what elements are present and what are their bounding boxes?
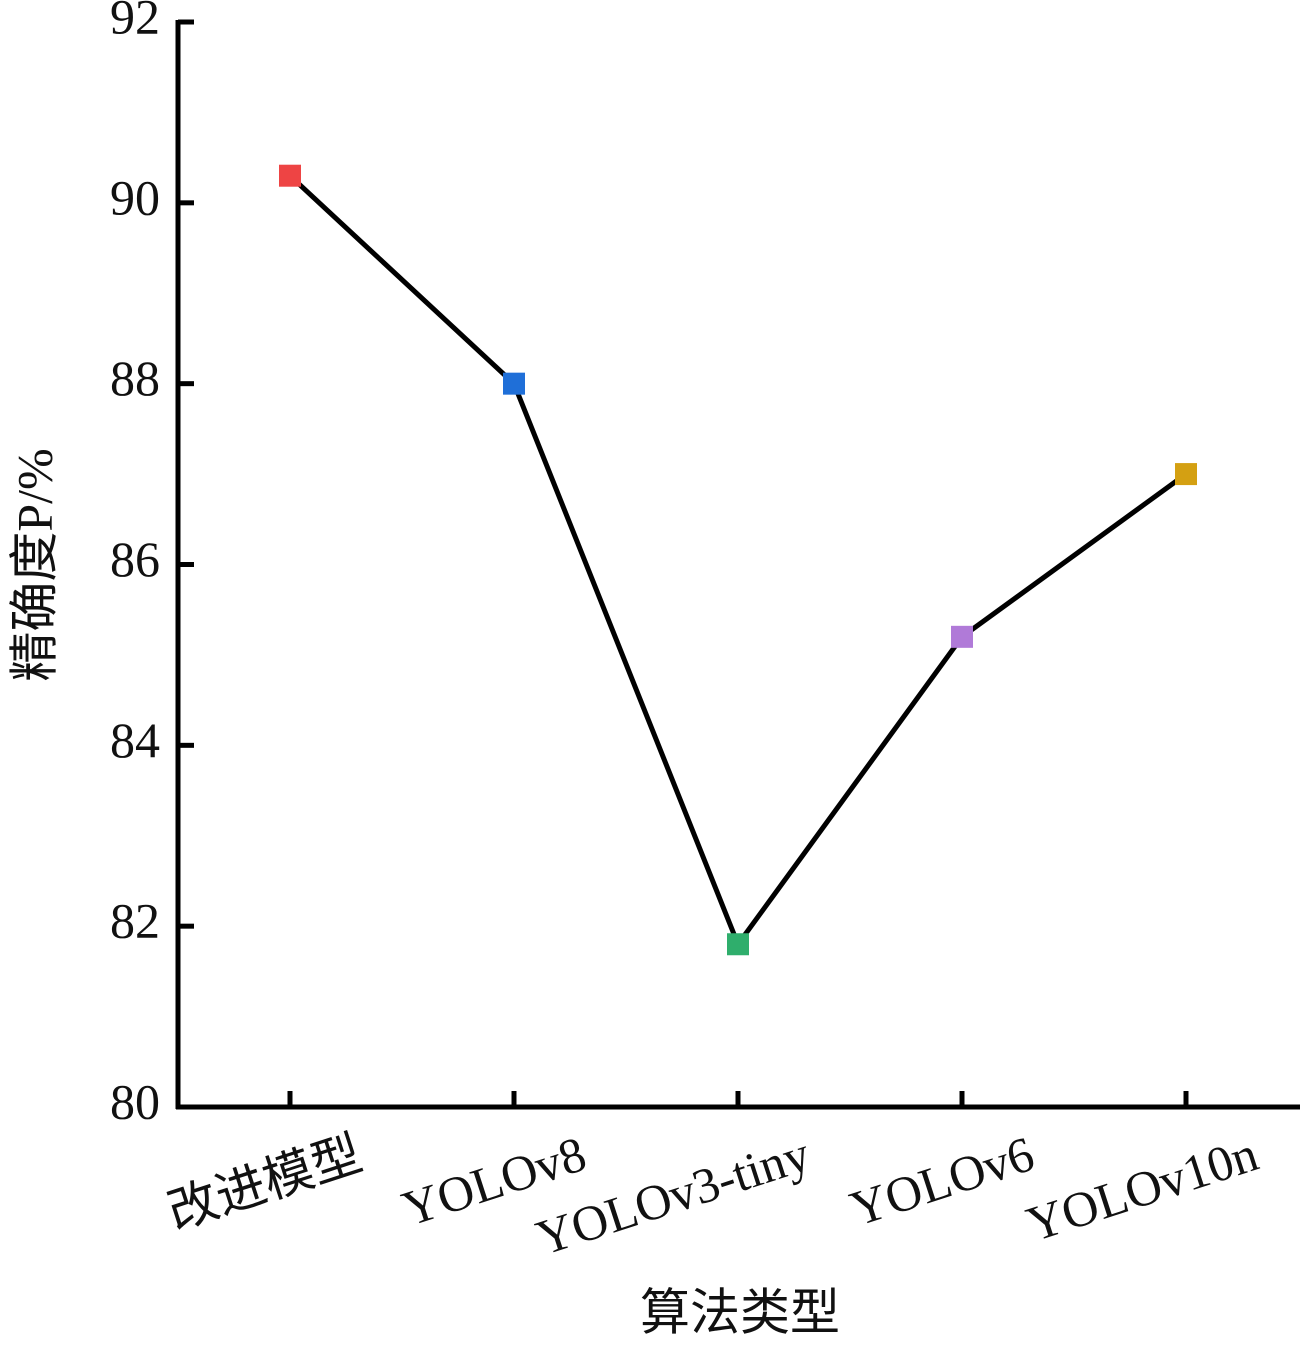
y-tick-label: 84 [110,712,160,768]
x-tick-label: 改进模型 [161,1125,369,1240]
y-tick-label: 82 [110,893,160,949]
x-axis-label: 算法类型 [640,1284,840,1340]
marker [503,372,525,395]
marker [279,164,301,187]
marker [1175,463,1197,486]
marker [727,933,749,956]
marker [951,625,973,648]
x-tick-label: YOLOv10n [1020,1125,1264,1252]
y-tick-label: 92 [110,0,160,44]
y-tick-label: 90 [110,169,160,225]
line [288,173,1188,950]
y-tick-label: 88 [110,350,160,406]
y-axis-label: 精确度P/% [6,448,62,681]
y-tick-label: 86 [110,531,160,587]
x-tick-label: YOLOv6 [843,1125,1040,1237]
y-tick-label: 80 [110,1073,160,1129]
